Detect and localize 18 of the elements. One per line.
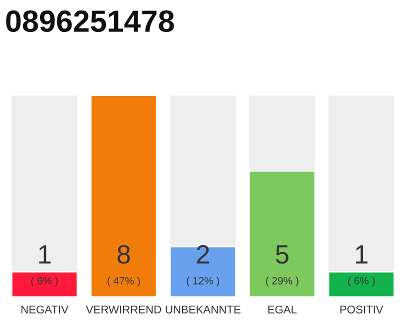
x-tick-label: POSITIV	[340, 306, 384, 314]
annotation: ( 29% )	[266, 276, 298, 287]
data-label: 1	[39, 245, 51, 264]
annotation: ( 12% )	[186, 276, 220, 287]
data-label: 1	[356, 245, 368, 264]
bar	[10, 271, 78, 297]
data-label: 8	[118, 245, 130, 264]
data-label: 2	[196, 245, 209, 264]
chart-title: 0896251478	[6, 10, 174, 32]
annotation: ( 6% )	[348, 276, 375, 287]
data-label: 5	[276, 245, 288, 264]
x-tick-label: NEGATIV	[21, 306, 68, 314]
x-tick-label: EGAL	[268, 306, 297, 314]
x-tick-label: VERWIRREND	[86, 306, 162, 314]
annotation: ( 6% )	[31, 276, 58, 287]
bar	[328, 271, 395, 297]
annotation: ( 47% )	[108, 276, 140, 287]
x-tick-label: UNBEKANNTE	[166, 306, 240, 314]
